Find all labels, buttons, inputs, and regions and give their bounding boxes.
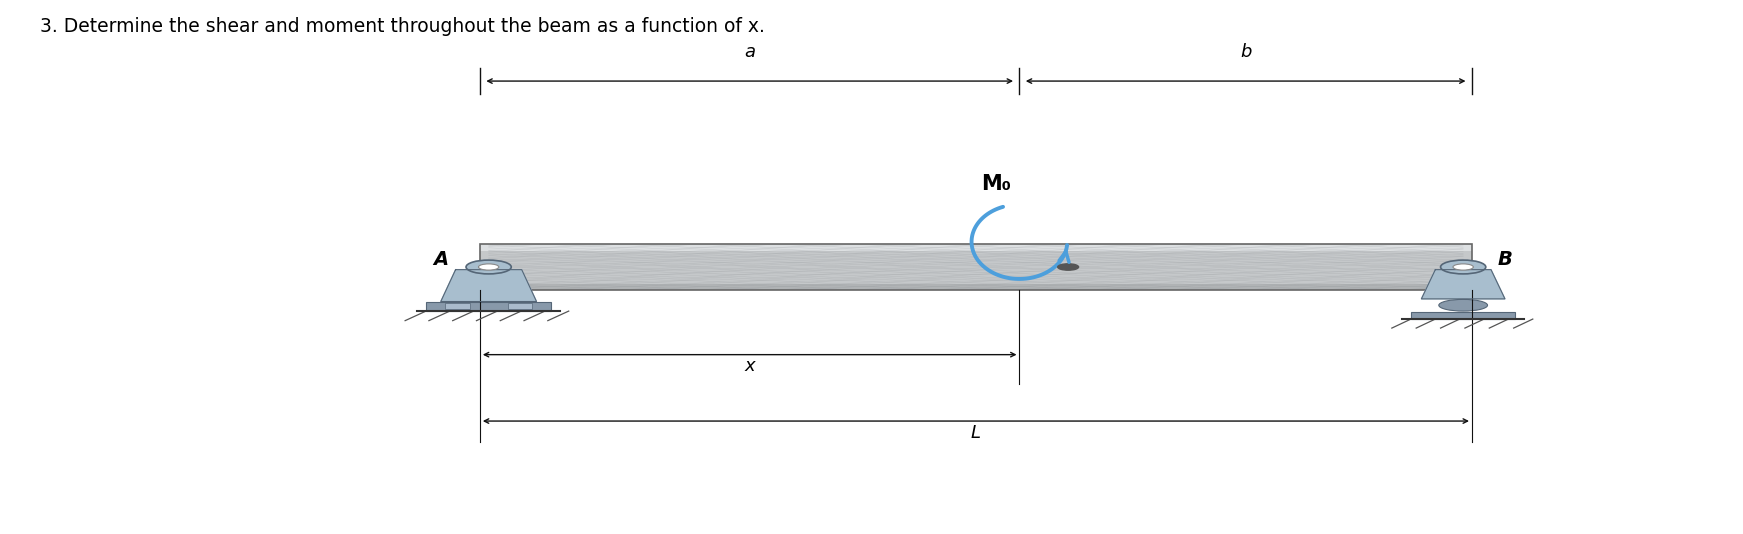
Circle shape	[465, 260, 511, 274]
Text: 3. Determine the shear and moment throughout the beam as a function of x.: 3. Determine the shear and moment throug…	[40, 17, 765, 36]
Bar	[479, 245, 1471, 289]
Text: L: L	[971, 423, 981, 442]
Bar	[507, 303, 532, 309]
Bar	[425, 302, 551, 311]
Text: a: a	[744, 43, 755, 61]
Text: A: A	[434, 249, 448, 269]
Bar	[444, 303, 469, 309]
Polygon shape	[441, 270, 537, 302]
Text: x: x	[744, 357, 755, 375]
Text: M₀: M₀	[981, 174, 1011, 194]
Circle shape	[1440, 260, 1485, 274]
Circle shape	[479, 264, 498, 270]
Bar	[479, 284, 1471, 289]
Polygon shape	[1421, 270, 1504, 299]
Text: b: b	[1239, 43, 1251, 61]
Bar	[479, 245, 1471, 251]
Bar	[1412, 312, 1515, 319]
Circle shape	[1058, 264, 1079, 270]
Text: B: B	[1497, 249, 1513, 269]
Ellipse shape	[1438, 300, 1487, 311]
Bar	[479, 245, 1471, 289]
Circle shape	[1454, 264, 1473, 270]
